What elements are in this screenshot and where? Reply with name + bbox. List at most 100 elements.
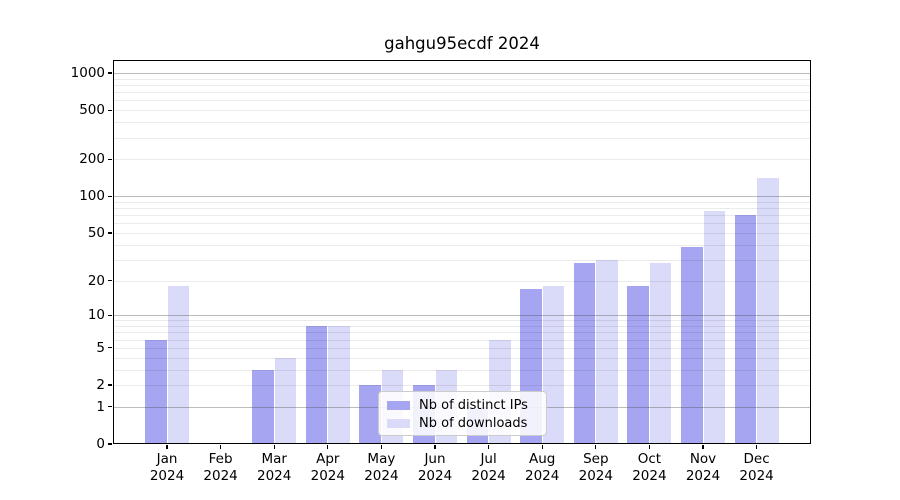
- bar-sep-distinct-ips: [573, 263, 596, 444]
- bar-mar-distinct-ips: [252, 369, 274, 444]
- y-tick-label: 200: [79, 151, 105, 168]
- x-tick-mark: [488, 444, 490, 450]
- x-tick-year: 2024: [203, 467, 238, 484]
- x-tick-label-aug: Aug 2024: [512, 451, 572, 484]
- bar-may-distinct-ips: [359, 385, 381, 444]
- y-tick-label: 500: [79, 102, 105, 119]
- legend-swatch-distinct-ips: [387, 400, 410, 410]
- bar-dec-distinct-ips: [734, 215, 757, 444]
- x-tick-label-nov: Nov 2024: [673, 451, 733, 484]
- minor-gridline: [113, 201, 811, 203]
- x-tick-year: 2024: [685, 467, 721, 484]
- x-tick-label-sep: Sep 2024: [566, 451, 626, 484]
- x-tick-month: Oct: [637, 451, 662, 467]
- legend-box: Nb of distinct IPs Nb of downloads: [378, 391, 547, 436]
- x-tick-label-dec: Dec 2024: [727, 451, 787, 484]
- y-tick-label: 2: [96, 377, 105, 393]
- chart-title: gahgu95ecdf 2024: [384, 34, 540, 53]
- minor-gridline: [113, 122, 811, 124]
- x-tick-month: Mar: [261, 451, 287, 467]
- x-tick-label-jan: Jan 2024: [137, 451, 197, 484]
- x-tick-month: Jul: [480, 451, 497, 467]
- x-tick-label-mar: Mar 2024: [244, 451, 304, 484]
- y-tick-label: 1000: [70, 65, 105, 81]
- x-tick-mark: [166, 444, 168, 450]
- legend-entry-downloads: Nb of downloads: [387, 415, 538, 431]
- x-tick-year: 2024: [471, 467, 506, 484]
- x-tick-mark: [702, 444, 704, 450]
- x-tick-month: Nov: [689, 451, 717, 467]
- legend-swatch-downloads: [387, 418, 410, 428]
- y-tick-mark: [107, 279, 112, 282]
- x-tick-label-apr: Apr 2024: [298, 451, 358, 484]
- x-tick-mark: [541, 444, 543, 450]
- x-tick-mark: [648, 444, 651, 450]
- y-tick-label: 0: [96, 436, 105, 452]
- minor-gridline: [113, 159, 811, 161]
- bar-aug-downloads: [542, 285, 565, 444]
- y-tick-label: 5: [96, 339, 105, 356]
- x-tick-year: 2024: [364, 467, 399, 484]
- minor-gridline: [113, 110, 811, 112]
- legend-label-downloads: Nb of downloads: [419, 415, 528, 431]
- x-tick-month: Apr: [316, 451, 340, 467]
- x-tick-month: Jun: [424, 451, 446, 467]
- bar-oct-distinct-ips: [627, 285, 649, 444]
- bar-apr-downloads: [328, 326, 350, 444]
- y-tick-mark: [107, 384, 112, 386]
- x-tick-year: 2024: [417, 467, 453, 484]
- x-tick-label-feb: Feb 2024: [191, 451, 251, 484]
- minor-gridline: [113, 208, 811, 210]
- y-tick-label: 50: [87, 224, 105, 241]
- y-tick-label: 20: [87, 272, 105, 289]
- major-gridline: [113, 196, 811, 198]
- bar-dec-downloads: [757, 178, 779, 444]
- x-tick-mark: [327, 444, 329, 450]
- x-tick-label-jul: Jul 2024: [459, 451, 519, 484]
- x-tick-year: 2024: [632, 467, 667, 484]
- y-tick-label: 1: [96, 398, 105, 415]
- bar-jan-distinct-ips: [145, 339, 167, 444]
- y-tick-mark: [107, 406, 112, 408]
- x-tick-mark: [380, 444, 383, 450]
- bar-jan-downloads: [167, 285, 189, 444]
- x-tick-month: Dec: [743, 451, 770, 467]
- x-tick-label-jun: Jun 2024: [405, 451, 465, 484]
- x-tick-year: 2024: [578, 467, 613, 484]
- x-tick-mark: [273, 444, 275, 450]
- minor-gridline: [113, 92, 811, 94]
- y-tick-label: 100: [79, 188, 105, 205]
- x-tick-mark: [220, 444, 222, 450]
- legend-entry-distinct-ips: Nb of distinct IPs: [387, 397, 538, 413]
- x-tick-label-oct: Oct 2024: [619, 451, 679, 484]
- y-tick-mark: [107, 158, 112, 160]
- y-tick-mark: [107, 109, 112, 111]
- y-tick-mark: [107, 195, 112, 197]
- x-tick-month: Sep: [583, 451, 609, 467]
- y-tick-mark: [107, 347, 112, 349]
- y-tick-mark: [107, 72, 112, 74]
- x-tick-year: 2024: [149, 467, 185, 484]
- y-tick-mark: [107, 443, 112, 445]
- y-tick-mark: [107, 232, 112, 234]
- bar-nov-distinct-ips: [681, 247, 703, 444]
- x-tick-month: May: [367, 451, 396, 467]
- y-tick-label: 10: [87, 307, 105, 324]
- x-tick-mark: [434, 444, 436, 450]
- x-tick-month: Aug: [529, 451, 556, 467]
- y-tick-mark: [107, 314, 112, 316]
- minor-gridline: [113, 137, 811, 139]
- major-gridline: [113, 73, 811, 74]
- bar-nov-downloads: [703, 211, 725, 444]
- x-tick-year: 2024: [739, 467, 774, 484]
- x-tick-year: 2024: [257, 467, 292, 484]
- x-tick-month: Feb: [208, 451, 233, 467]
- bar-apr-distinct-ips: [305, 326, 328, 444]
- bar-mar-downloads: [274, 357, 297, 444]
- bar-sep-downloads: [596, 259, 618, 444]
- x-tick-year: 2024: [310, 467, 345, 484]
- bar-oct-downloads: [649, 263, 672, 444]
- minor-gridline: [113, 100, 811, 102]
- x-tick-year: 2024: [525, 467, 560, 484]
